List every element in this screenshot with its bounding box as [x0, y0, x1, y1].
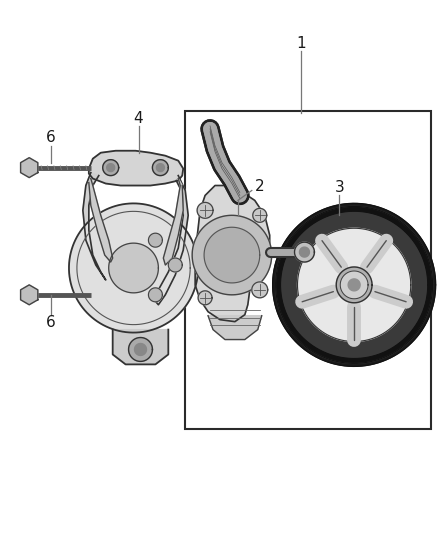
Polygon shape	[336, 267, 372, 303]
Polygon shape	[208, 316, 262, 340]
Polygon shape	[113, 329, 168, 365]
Text: 6: 6	[46, 131, 56, 146]
Polygon shape	[156, 164, 164, 172]
Polygon shape	[204, 227, 260, 283]
Polygon shape	[89, 179, 113, 262]
Polygon shape	[273, 204, 436, 366]
Polygon shape	[83, 173, 106, 280]
Polygon shape	[195, 185, 270, 321]
Polygon shape	[129, 337, 152, 361]
Text: 1: 1	[297, 36, 306, 51]
Polygon shape	[152, 160, 168, 175]
Polygon shape	[89, 151, 183, 185]
Polygon shape	[168, 258, 182, 272]
Polygon shape	[107, 164, 115, 172]
Polygon shape	[148, 233, 162, 247]
Polygon shape	[148, 288, 162, 302]
Polygon shape	[197, 203, 213, 219]
Polygon shape	[109, 243, 159, 293]
Polygon shape	[192, 215, 272, 295]
Polygon shape	[252, 282, 268, 298]
Text: 4: 4	[134, 111, 143, 126]
Polygon shape	[348, 279, 360, 291]
Polygon shape	[198, 291, 212, 305]
Polygon shape	[276, 206, 433, 364]
Polygon shape	[253, 208, 267, 222]
Polygon shape	[134, 343, 146, 356]
Text: 6: 6	[46, 315, 56, 330]
Polygon shape	[152, 175, 188, 305]
Polygon shape	[294, 242, 314, 262]
Polygon shape	[297, 228, 411, 342]
Bar	[185, 111, 431, 429]
Polygon shape	[340, 271, 368, 299]
Polygon shape	[21, 285, 38, 305]
Polygon shape	[103, 160, 119, 175]
Polygon shape	[300, 247, 309, 257]
Polygon shape	[69, 204, 198, 333]
Text: 2: 2	[255, 179, 265, 194]
Text: 3: 3	[334, 180, 344, 195]
Polygon shape	[163, 179, 183, 265]
Polygon shape	[21, 158, 38, 177]
